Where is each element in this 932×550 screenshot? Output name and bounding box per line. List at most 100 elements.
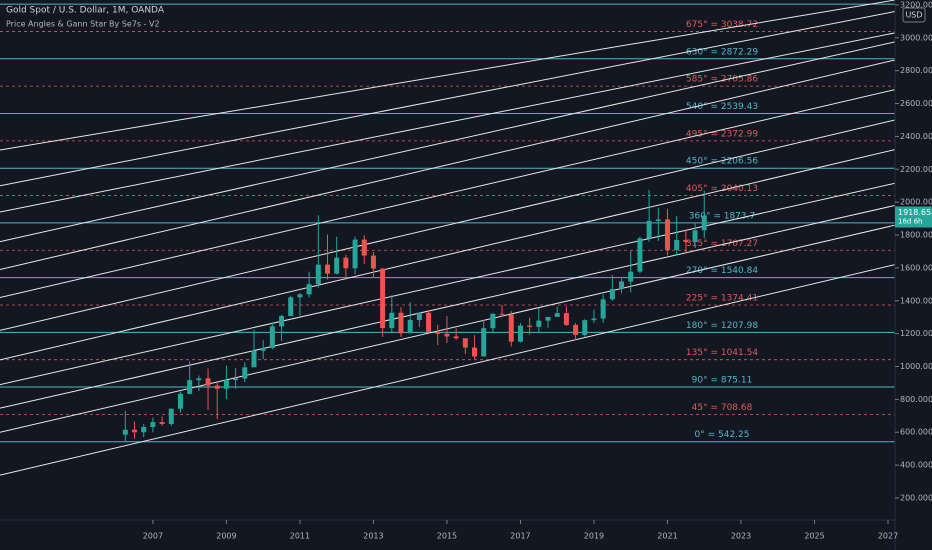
x-tick-label: 2019	[584, 532, 604, 541]
chart-subtitle: Price Angles & Gann Star By Se7s - V2	[6, 20, 160, 29]
candle-body	[573, 324, 579, 335]
level-label: 135° = 1041.54	[686, 348, 758, 358]
candle-body	[279, 316, 285, 327]
candle-body	[370, 255, 376, 269]
candle-body	[269, 326, 275, 348]
level-label: 315° = 1707.27	[686, 239, 758, 249]
candle-body	[481, 328, 487, 357]
candle-body	[554, 313, 560, 317]
candle-body	[205, 378, 211, 386]
candle-body	[315, 264, 321, 285]
candle-body	[628, 271, 634, 282]
y-tick-label: 2400.000	[900, 132, 932, 141]
candle-body	[646, 220, 652, 239]
candle-body	[297, 294, 303, 298]
trend-line	[0, 224, 895, 433]
price-tag	[895, 206, 932, 228]
candle-body	[150, 422, 156, 427]
level-label: 225° = 1374.41	[686, 293, 758, 303]
candle-body	[196, 378, 202, 381]
level-label: 720° = 3205.15	[686, 0, 758, 3]
y-tick-label: 400.000	[900, 461, 932, 470]
candle-body	[453, 336, 459, 339]
candle-body	[536, 320, 542, 327]
candle-body	[177, 393, 183, 409]
level-label: 180° = 1207.98	[686, 321, 758, 331]
candle-body	[609, 288, 615, 300]
level-label: 405° = 2040.13	[686, 184, 758, 194]
x-tick-label: 2007	[143, 532, 163, 541]
level-label: 495° = 2372.99	[686, 129, 758, 139]
level-label: 90° = 875.11	[692, 376, 753, 386]
currency-box[interactable]	[902, 7, 926, 23]
trend-line	[0, 119, 895, 331]
trend-line	[0, 149, 895, 361]
level-label: 675° = 3038.72	[686, 20, 758, 30]
level-label: 450° = 2206.56	[686, 157, 758, 167]
chart-title: Gold Spot / U.S. Dollar, 1M, OANDA	[6, 6, 165, 16]
trend-line	[0, 89, 895, 298]
trend-line	[0, 11, 895, 187]
x-tick-label: 2011	[290, 532, 310, 541]
y-tick-label: 3200.000	[900, 0, 932, 9]
candle-body	[545, 316, 551, 321]
level-label: 585° = 2705.86	[686, 75, 758, 85]
candle-body	[591, 318, 597, 321]
candle-body	[361, 239, 367, 256]
candle-body	[563, 313, 569, 325]
y-tick-label: 600.000	[900, 428, 932, 437]
candle-body	[242, 367, 248, 379]
y-tick-label: 2800.000	[900, 66, 932, 75]
candle-body	[187, 380, 193, 394]
trend-line	[0, 0, 895, 151]
x-tick-label: 2027	[878, 532, 898, 541]
candle-body	[251, 350, 257, 368]
candle-body	[223, 380, 229, 389]
candle-body	[334, 257, 340, 274]
candle-body	[122, 429, 128, 435]
candle-body	[637, 238, 643, 272]
trend-line	[0, 204, 895, 409]
candle-body	[683, 239, 689, 243]
candle-body	[444, 333, 450, 337]
candle-body	[389, 312, 395, 329]
candle-body	[508, 314, 514, 342]
candle-body	[260, 347, 266, 351]
countdown: 16d 6h	[898, 218, 922, 226]
trend-line	[0, 41, 895, 243]
x-tick-label: 2021	[657, 532, 677, 541]
y-tick-label: 1800.000	[900, 231, 932, 240]
level-label: 270° = 1540.84	[686, 266, 758, 276]
candle-body	[517, 325, 523, 342]
candle-body	[674, 239, 680, 251]
level-label: 0° = 542.25	[695, 430, 750, 440]
trend-line	[0, 182, 895, 386]
trend-line	[0, 264, 895, 476]
candle-body	[141, 426, 147, 433]
price-tag-label: 1918.655	[898, 208, 932, 217]
y-tick-label: 1000.000	[900, 362, 932, 371]
y-tick-label: 1600.000	[900, 263, 932, 272]
x-tick-label: 2013	[363, 532, 383, 541]
candle-body	[352, 239, 358, 269]
candle-body	[407, 319, 413, 334]
candle-body	[435, 331, 441, 334]
y-tick-label: 1200.000	[900, 329, 932, 338]
candle-body	[159, 422, 165, 425]
level-label: 540° = 2539.43	[686, 102, 758, 112]
y-tick-label: 2200.000	[900, 165, 932, 174]
x-tick-label: 2023	[731, 532, 751, 541]
candle-body	[214, 385, 220, 389]
candle-body	[416, 312, 422, 320]
level-label: 360° = 1873.7	[689, 211, 755, 221]
candle-body	[472, 347, 478, 357]
currency[interactable]: USD	[905, 11, 922, 20]
candle-body	[288, 297, 294, 317]
candle-body	[692, 230, 698, 243]
candle-body	[398, 312, 404, 334]
y-tick-label: 200.000	[900, 493, 932, 502]
candle-body	[600, 299, 606, 319]
y-tick-label: 3000.000	[900, 33, 932, 42]
